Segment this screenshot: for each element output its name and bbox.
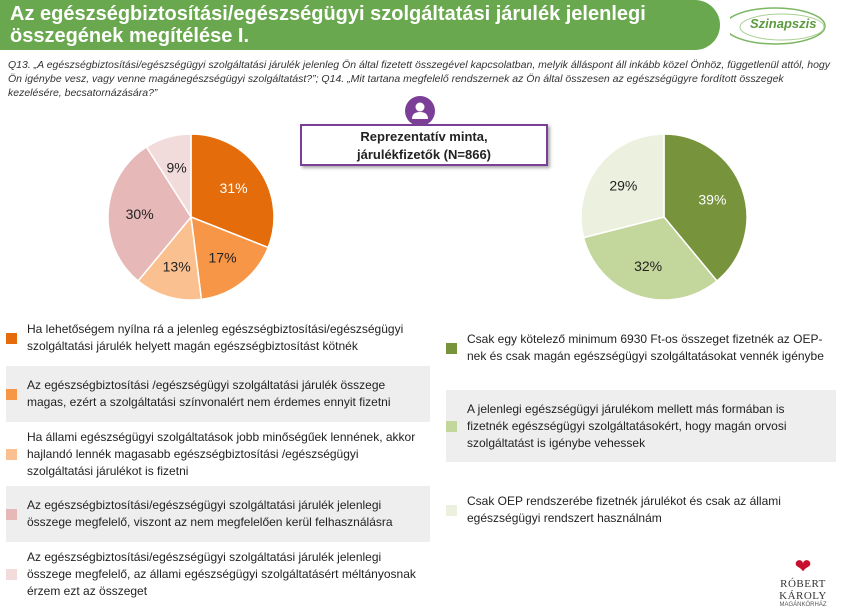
legend-left-item-3: Ha állami egészségügyi szolgáltatások jo… xyxy=(6,424,430,484)
hospital-logo: ❤ RÓBERT KÁROLY MAGÁNKÓRHÁZ xyxy=(758,556,848,614)
legend-label: Ha állami egészségügyi szolgáltatások jo… xyxy=(27,429,416,478)
legend-left-item-2: Az egészségbiztosítási /egészségügyi szo… xyxy=(6,366,430,422)
pie-slice xyxy=(663,133,748,283)
pie-data-label: 29% xyxy=(609,177,637,193)
legend-label: Ha lehetőségem nyílna rá a jelenleg egés… xyxy=(27,322,404,353)
legend-left-item-1: Ha lehetőségem nyílna rá a jelenleg egés… xyxy=(6,310,430,366)
pie-chart-right: 39% 32% 29% xyxy=(580,133,748,301)
pie-data-label: 39% xyxy=(698,192,726,208)
legend-label: Csak OEP rendszerébe fizetnék járulékot … xyxy=(467,494,781,525)
pie-data-label: 17% xyxy=(209,250,237,266)
legend-left-item-5: Az egészségbiztosítási/egészségügyi szol… xyxy=(6,544,430,604)
pie-data-label: 31% xyxy=(220,180,248,196)
legend-swatch xyxy=(446,504,457,516)
question-text: Q13. „A egészségbiztosítási/egészségügyi… xyxy=(8,59,830,99)
pie-chart-left: 31% 17% 13% 30% 9% xyxy=(107,133,275,301)
legend-right-item-1: Csak egy kötelező minimum 6930 Ft-os öss… xyxy=(446,318,836,378)
heart-icon: ❤ xyxy=(794,556,812,578)
pie-data-label: 30% xyxy=(126,206,154,222)
sample-line-2: járulékfizetők (N=866) xyxy=(356,147,492,162)
pie-data-label: 9% xyxy=(167,160,187,176)
legend-right-item-2: A jelenlegi egészségügyi járulékom melle… xyxy=(446,390,836,462)
brand-name: Szinapszis xyxy=(750,16,817,31)
page-title-line-1: Az egészségbiztosítási/egészségügyi szol… xyxy=(10,3,646,25)
legend-label: Az egészségbiztosítási/egészségügyi szol… xyxy=(27,498,393,529)
legend-label: A jelenlegi egészségügyi járulékom melle… xyxy=(467,401,787,450)
legend-label: Az egészségbiztosítási /egészségügyi szo… xyxy=(27,378,391,409)
pie-slice xyxy=(190,215,270,301)
sample-line-1: Reprezentatív minta, xyxy=(360,129,488,144)
legend-swatch xyxy=(446,342,457,354)
brand-logo: Szinapszis xyxy=(724,6,840,46)
pie-slice xyxy=(580,133,665,239)
legend-label: Csak egy kötelező minimum 6930 Ft-os öss… xyxy=(467,332,824,363)
legend-swatch xyxy=(6,448,17,460)
sample-info-box: Reprezentatív minta, járulékfizetők (N=8… xyxy=(300,124,548,166)
pie-data-label: 13% xyxy=(163,258,191,274)
legend-left-item-4: Az egészségbiztosítási/egészségügyi szol… xyxy=(6,486,430,542)
legend-swatch xyxy=(446,420,457,432)
pie-slice xyxy=(107,145,192,283)
page-title-line-2: összegének megítélése I. xyxy=(10,25,250,47)
pie-slice xyxy=(190,133,275,249)
pie-slice xyxy=(582,216,718,301)
legend-swatch xyxy=(6,568,17,580)
person-icon xyxy=(405,96,435,126)
hospital-subtitle: MAGÁNKÓRHÁZ xyxy=(779,602,827,608)
legend-label: Az egészségbiztosítási/egészségügyi szol… xyxy=(27,549,416,598)
legend-right-item-3: Csak OEP rendszerébe fizetnék járulékot … xyxy=(446,480,836,540)
pie-slice xyxy=(145,133,192,220)
title-bar: Az egészségbiztosítási/egészségügyi szol… xyxy=(0,0,720,50)
legend-swatch xyxy=(6,508,17,520)
legend-swatch xyxy=(6,332,17,344)
pie-slice xyxy=(137,215,203,301)
legend-swatch xyxy=(6,388,17,400)
hospital-name: RÓBERT KÁROLY xyxy=(779,578,827,602)
pie-data-label: 32% xyxy=(634,258,662,274)
